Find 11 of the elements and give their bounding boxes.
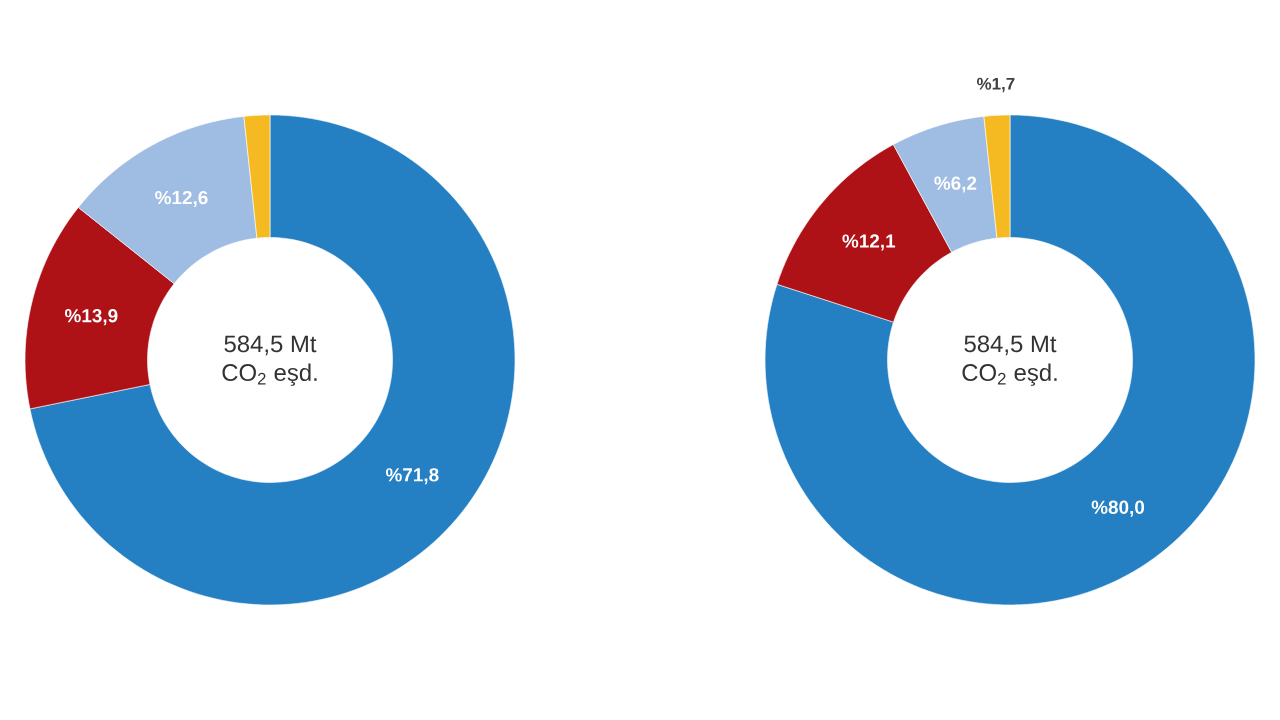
data-label: %1,7 — [977, 77, 1015, 93]
data-label: %12,1 — [842, 234, 896, 251]
data-label: %13,9 — [64, 309, 118, 326]
data-label: %12,6 — [155, 190, 208, 208]
data-label: %6,2 — [934, 176, 977, 193]
text: 584,5 Mt — [224, 335, 317, 356]
text: CO$_{2}$ eşd. — [962, 363, 1057, 386]
data-label: %71,8 — [385, 468, 439, 485]
data-label: %80,0 — [1091, 500, 1145, 517]
text: 584,5 Mt — [964, 335, 1057, 356]
text: CO$_{2}$ eşd. — [222, 363, 317, 386]
